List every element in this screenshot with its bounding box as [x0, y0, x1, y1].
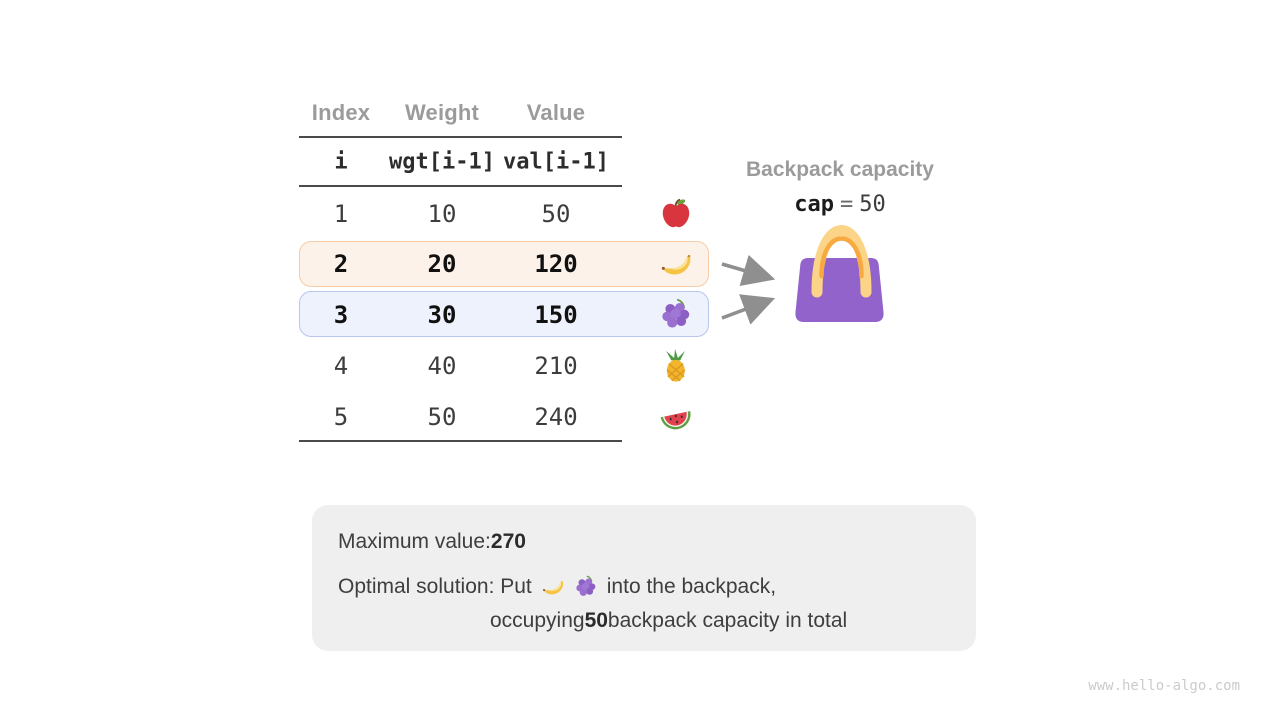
row1-index: 1 — [333, 200, 349, 228]
row2-value: 120 — [534, 250, 578, 278]
row2-index: 2 — [333, 250, 349, 278]
header-value: Value — [526, 100, 586, 125]
table-rule-bottom — [299, 440, 622, 442]
pineapple-icon — [659, 349, 693, 383]
occupy-prefix: occupying — [490, 609, 585, 632]
subheader-val: val[i-1] — [503, 149, 609, 175]
header-weight: Weight — [404, 100, 480, 125]
watermelon-icon — [659, 400, 693, 434]
max-value-label: Maximum value: — [338, 530, 491, 553]
row1-value: 50 — [541, 200, 571, 228]
optimal-prefix: Optimal solution: Put — [338, 575, 532, 598]
row4-index: 4 — [333, 352, 349, 380]
occupy-value: 50 — [584, 609, 608, 632]
backpack-icon — [795, 225, 884, 322]
optimal-solution-line: Optimal solution: Put — [338, 575, 776, 599]
capacity-variable: cap — [794, 192, 834, 217]
row3-value: 150 — [534, 301, 578, 329]
row1-weight: 10 — [427, 200, 457, 228]
row4-value: 210 — [534, 352, 578, 380]
subheader-wgt: wgt[i-1] — [389, 149, 495, 175]
grapes-icon — [574, 575, 598, 599]
grapes-icon — [659, 298, 693, 332]
highlight-row-banana — [299, 241, 709, 287]
equals-sign: = — [840, 192, 854, 217]
capacity-value: 50 — [859, 192, 886, 217]
row4-weight: 40 — [427, 352, 457, 380]
banana-icon — [659, 247, 693, 281]
occupy-suffix: backpack capacity in total — [607, 609, 848, 632]
subheader-i: i — [334, 149, 348, 175]
arrow-banana-to-bag — [721, 254, 776, 286]
backpack-capacity-title: Backpack capacity — [746, 158, 934, 181]
result-box: Maximum value: 270 Optimal solution: Put — [312, 505, 976, 651]
banana-icon — [541, 575, 565, 599]
occupy-line: occupying 50 backpack capacity in total — [490, 609, 847, 633]
row3-index: 3 — [333, 301, 349, 329]
apple-icon — [659, 197, 693, 231]
arrows-to-backpack — [721, 254, 776, 325]
max-value-line: Maximum value: 270 — [338, 530, 526, 554]
header-index: Index — [311, 100, 371, 125]
row2-weight: 20 — [427, 250, 457, 278]
arrow-grapes-to-bag — [721, 294, 776, 325]
capacity-equation: cap = 50 — [700, 192, 980, 217]
watermark: www.hello-algo.com — [1088, 678, 1240, 694]
table-rule-top — [299, 136, 622, 138]
highlight-row-grapes — [299, 291, 709, 337]
row5-weight: 50 — [427, 403, 457, 431]
max-value: 270 — [490, 530, 526, 553]
row5-index: 5 — [333, 403, 349, 431]
row3-weight: 30 — [427, 301, 457, 329]
row5-value: 240 — [534, 403, 578, 431]
optimal-suffix: into the backpack, — [606, 575, 777, 598]
table-rule-mid — [299, 185, 622, 187]
